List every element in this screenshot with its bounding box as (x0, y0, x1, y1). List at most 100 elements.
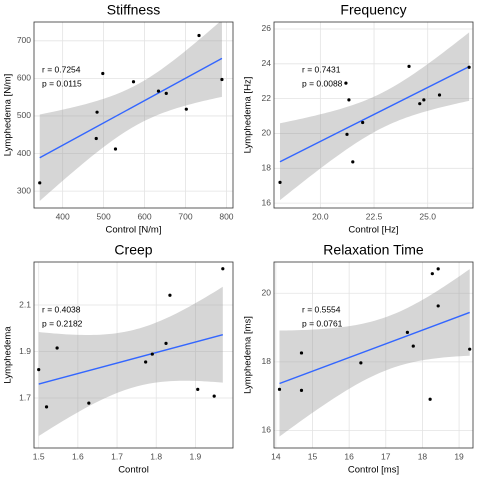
panel-title: Frequency (340, 2, 406, 18)
data-point (94, 136, 98, 141)
data-point (55, 346, 59, 350)
data-point (196, 387, 200, 392)
x-tick-label: 1.9 (189, 451, 201, 461)
annotation: p = 0.0761 (302, 318, 343, 328)
y-tick-label: 700 (17, 35, 31, 45)
data-point (113, 147, 118, 151)
data-point (150, 352, 154, 356)
regression-line (39, 57, 223, 159)
y-axis-label: Lymphedema [ms] (243, 316, 254, 394)
data-point (212, 394, 216, 398)
panel-title: Creep (114, 242, 152, 258)
annotation: p = 0.0088 (302, 78, 343, 88)
y-axis-label: Lymphedema (3, 326, 14, 384)
y-tick-label: 600 (17, 73, 31, 83)
data-point (87, 401, 91, 405)
x-tick-label: 600 (137, 211, 151, 221)
data-point (347, 98, 351, 102)
x-tick-label: 16 (344, 451, 354, 461)
annotation: r = 0.5554 (302, 304, 341, 314)
regression-line (38, 334, 223, 385)
data-point (220, 77, 224, 82)
x-axis-label: Control [ms] (348, 465, 399, 476)
data-point (278, 180, 282, 184)
x-axis-label: Control (118, 465, 149, 476)
data-point (168, 293, 172, 297)
data-point (437, 93, 442, 97)
data-point (44, 405, 49, 409)
data-point (299, 351, 304, 355)
data-point (359, 361, 363, 365)
y-tick-label: 22 (262, 93, 272, 103)
data-point (436, 304, 440, 308)
data-point (277, 387, 282, 391)
data-point (428, 397, 432, 401)
regression-line (279, 311, 470, 385)
data-point (405, 330, 409, 334)
y-tick-label: 16 (262, 197, 272, 207)
y-tick-label: 18 (262, 356, 272, 366)
regression-line (279, 65, 470, 163)
x-tick-label: 1.5 (33, 451, 45, 461)
y-tick-label: 500 (17, 110, 31, 120)
panel: Relaxation Time Control [ms] Lymphedema [m… (243, 242, 474, 476)
confidence-band (279, 269, 470, 437)
annotation: p = 0.0115 (42, 78, 82, 88)
data-point (468, 347, 472, 351)
x-axis-label: Control [Hz] (348, 225, 398, 236)
data-point (411, 344, 415, 348)
x-tick-label: 1.8 (150, 451, 162, 461)
x-tick-label: 25.0 (419, 211, 436, 221)
confidence-band (280, 32, 470, 201)
x-tick-label: 18 (418, 451, 428, 461)
data-point (156, 89, 161, 93)
y-axis-label: Lymphedema [N/m] (3, 74, 14, 157)
data-point (299, 388, 304, 392)
data-point (351, 160, 355, 164)
panel-border (273, 21, 474, 209)
y-tick-label: 2.1 (19, 299, 31, 309)
data-point (407, 64, 411, 69)
data-point (37, 368, 41, 372)
y-tick-label: 400 (17, 148, 31, 158)
y-tick-label: 1.7 (19, 392, 31, 402)
y-tick-label: 1.9 (19, 346, 31, 356)
panel: Creep Control Lymphedema 1.5 1.6 1.7 1.8 1.9 1.7… (3, 242, 234, 476)
data-point (197, 33, 201, 38)
y-tick-label: 24 (262, 58, 272, 68)
confidence-band (39, 22, 222, 202)
x-tick-label: 20.0 (312, 211, 329, 221)
y-tick-label: 20 (262, 128, 272, 138)
annotation: r = 0.4038 (42, 304, 81, 314)
x-tick-label: 22.5 (366, 211, 383, 221)
x-tick-label: 1.6 (72, 451, 84, 461)
data-point (164, 341, 168, 345)
y-tick-label: 26 (262, 23, 272, 33)
x-tick-label: 700 (178, 211, 192, 221)
y-tick-label: 18 (262, 163, 272, 173)
data-point (184, 107, 188, 111)
x-tick-label: 19 (454, 451, 464, 461)
confidence-band (38, 286, 223, 437)
x-tick-label: 1.7 (111, 451, 123, 461)
panel-title: Relaxation Time (323, 242, 424, 258)
annotation: r = 0.7431 (302, 64, 341, 74)
x-tick-label: 500 (97, 211, 111, 221)
data-point (164, 91, 168, 95)
data-point (436, 267, 440, 271)
data-point (101, 71, 105, 76)
data-point (344, 81, 348, 85)
data-point (422, 98, 426, 102)
data-point (144, 360, 148, 364)
x-tick-label: 800 (219, 211, 233, 221)
data-point (221, 267, 225, 271)
annotation: p = 0.2182 (42, 318, 83, 328)
data-point (430, 272, 434, 276)
data-point (418, 102, 422, 106)
panel: Frequency Control [Hz] Lymphedema [Hz] 20.0… (243, 2, 474, 236)
data-point (345, 132, 349, 136)
x-tick-label: 400 (56, 211, 70, 221)
data-point (38, 181, 42, 185)
